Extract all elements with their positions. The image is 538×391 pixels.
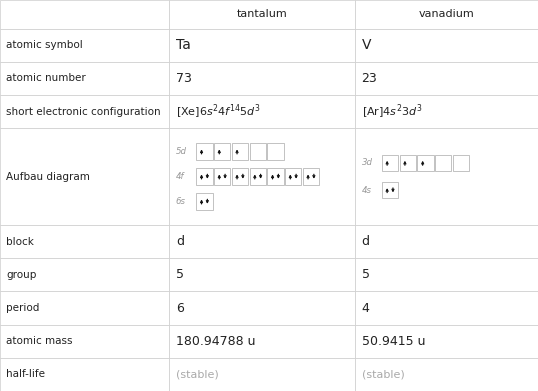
Bar (0, 225, 169, 258)
Text: tantalum: tantalum (237, 9, 288, 19)
Bar (169, 225, 355, 258)
Bar (214, 143, 230, 160)
Bar (0, 325, 169, 358)
Text: V: V (362, 38, 371, 52)
Text: Aufbau diagram: Aufbau diagram (6, 172, 90, 181)
Bar (382, 155, 398, 171)
Bar (169, 258, 355, 291)
Bar (0, 358, 169, 391)
Text: 73: 73 (176, 72, 192, 85)
Bar (250, 169, 266, 185)
Text: atomic number: atomic number (6, 74, 86, 83)
Text: vanadium: vanadium (419, 9, 475, 19)
Text: short electronic configuration: short electronic configuration (6, 107, 161, 117)
Bar (400, 155, 416, 171)
Text: 50.9415 u: 50.9415 u (362, 335, 425, 348)
Text: block: block (6, 237, 34, 247)
Bar (355, 358, 538, 391)
Bar (169, 95, 355, 128)
Bar (196, 194, 213, 210)
Bar (0, 0, 169, 29)
Bar (169, 291, 355, 325)
Text: (stable): (stable) (362, 369, 404, 379)
Bar (0, 95, 169, 128)
Bar (355, 95, 538, 128)
Text: atomic symbol: atomic symbol (6, 40, 83, 50)
Bar (355, 128, 538, 225)
Bar (214, 169, 230, 185)
Text: d: d (362, 235, 370, 248)
Text: atomic mass: atomic mass (6, 336, 73, 346)
Bar (196, 169, 213, 185)
Bar (0, 29, 169, 62)
Text: 4f: 4f (176, 172, 185, 181)
Text: half-life: half-life (6, 369, 45, 379)
Bar (0, 258, 169, 291)
Bar (0, 291, 169, 325)
Bar (169, 128, 355, 225)
Bar (453, 155, 469, 171)
Text: 5: 5 (362, 268, 370, 281)
Bar (355, 0, 538, 29)
Bar (267, 169, 284, 185)
Bar (355, 29, 538, 62)
Text: 5d: 5d (176, 147, 187, 156)
Text: (stable): (stable) (176, 369, 218, 379)
Bar (232, 143, 248, 160)
Bar (169, 29, 355, 62)
Text: period: period (6, 303, 40, 313)
Bar (196, 143, 213, 160)
Text: 180.94788 u: 180.94788 u (176, 335, 256, 348)
Bar (355, 225, 538, 258)
Text: 6: 6 (176, 301, 184, 314)
Text: 3d: 3d (362, 158, 372, 167)
Bar (0, 62, 169, 95)
Bar (285, 169, 301, 185)
Bar (267, 143, 284, 160)
Bar (169, 325, 355, 358)
Text: [Ar]4$s^2$3$d^3$: [Ar]4$s^2$3$d^3$ (362, 102, 422, 121)
Text: 4s: 4s (362, 186, 372, 195)
Text: d: d (176, 235, 184, 248)
Text: 4: 4 (362, 301, 370, 314)
Text: 6s: 6s (176, 197, 186, 206)
Text: [Xe]6$s^2$4$f^{14}$5$d^3$: [Xe]6$s^2$4$f^{14}$5$d^3$ (176, 102, 261, 121)
Text: group: group (6, 270, 37, 280)
Bar (303, 169, 319, 185)
Text: 5: 5 (176, 268, 184, 281)
Bar (169, 358, 355, 391)
Bar (232, 169, 248, 185)
Text: Ta: Ta (176, 38, 191, 52)
Bar (382, 182, 398, 199)
Bar (0, 128, 169, 225)
Bar (435, 155, 451, 171)
Bar (355, 62, 538, 95)
Bar (355, 291, 538, 325)
Bar (250, 143, 266, 160)
Bar (355, 325, 538, 358)
Text: 23: 23 (362, 72, 377, 85)
Bar (417, 155, 434, 171)
Bar (169, 0, 355, 29)
Bar (355, 258, 538, 291)
Bar (169, 62, 355, 95)
